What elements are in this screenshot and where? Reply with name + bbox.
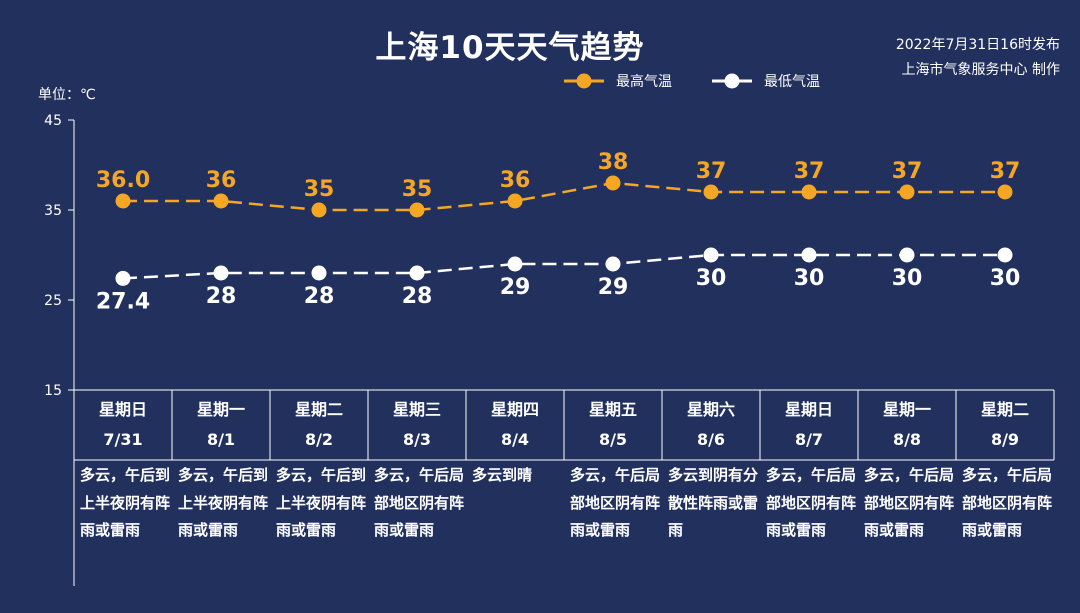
date-label: 8/5 — [598, 430, 628, 449]
high-temp-data-label: 37 — [794, 159, 825, 184]
day-header: 星期二 8/9 — [956, 390, 1054, 460]
legend-high: 最高气温 — [562, 71, 672, 91]
unit-label: 单位：℃ — [38, 87, 96, 103]
day-header: 星期二 8/2 — [270, 390, 368, 460]
high-temp-point — [311, 202, 327, 218]
day-header: 星期六 8/6 — [662, 390, 760, 460]
low-temp-data-label: 30 — [696, 266, 727, 291]
low-temp-data-label: 27.4 — [96, 289, 150, 314]
low-temp-point — [115, 270, 131, 286]
high-temp-line — [123, 181, 1005, 212]
low-temp-data-label: 29 — [500, 275, 531, 300]
low-temp-data-label: 30 — [990, 266, 1021, 291]
weekday-label: 星期三 — [392, 400, 441, 419]
high-temp-data-label: 38 — [598, 150, 629, 175]
weather-description: 多云，午后局部地区阴有阵雨或雷雨 — [374, 466, 465, 539]
low-temp-data-label: 29 — [598, 275, 629, 300]
high-temp-point — [409, 202, 425, 218]
high-temp-data-label: 35 — [304, 177, 335, 202]
publisher: 上海市气象服务中心 制作 — [901, 62, 1060, 78]
weekday-label: 星期日 — [98, 400, 147, 419]
weekday-label: 星期二 — [980, 400, 1029, 419]
high-temp-data-label: 36 — [206, 168, 237, 193]
low-temp-data-label: 28 — [206, 284, 237, 309]
weather-description: 多云到阴有分散性阵雨或雷雨 — [668, 466, 759, 539]
day-header: 星期三 8/3 — [368, 390, 466, 460]
low-temp-point — [605, 256, 621, 272]
weekday-label: 星期日 — [784, 400, 833, 419]
weekday-label: 星期一 — [882, 400, 931, 419]
legend-high-marker — [564, 73, 604, 89]
y-tick-label: 25 — [44, 293, 62, 309]
day-header: 星期日 8/7 — [760, 390, 858, 460]
y-tick-label: 45 — [44, 113, 62, 129]
day-header: 星期一 8/1 — [172, 390, 270, 460]
date-label: 8/7 — [794, 430, 824, 449]
high-temp-data-label: 36.0 — [96, 168, 150, 193]
low-temp-point — [213, 265, 229, 281]
chart-title: 上海10天天气趋势 — [375, 30, 645, 66]
y-tick-label: 15 — [44, 383, 62, 399]
low-temp-point — [899, 247, 915, 263]
date-label: 8/1 — [206, 430, 236, 449]
high-temp-data-label: 35 — [402, 177, 433, 202]
low-temp-point — [311, 265, 327, 281]
high-temp-point — [899, 184, 915, 200]
low-temp-point — [703, 247, 719, 263]
weather-description: 多云，午后局部地区阴有阵雨或雷雨 — [766, 466, 857, 539]
weather-description: 多云，午后局部地区阴有阵雨或雷雨 — [864, 466, 955, 539]
date-label: 8/3 — [402, 430, 432, 449]
high-temp-point — [213, 193, 229, 209]
weekday-label: 星期六 — [686, 400, 735, 419]
weather-description: 多云，午后局部地区阴有阵雨或雷雨 — [962, 466, 1053, 539]
low-temp-data-label: 30 — [892, 266, 923, 291]
low-temp-data-label: 30 — [794, 266, 825, 291]
y-tick-label: 35 — [44, 203, 62, 219]
publish-info: 2022年7月31日16时发布 上海市气象服务中心 制作 — [896, 33, 1060, 83]
low-temp-point — [507, 256, 523, 272]
low-temp-data-label: 28 — [304, 284, 335, 309]
high-temp-data-label: 36 — [500, 168, 531, 193]
high-temp-data-label: 37 — [696, 159, 727, 184]
high-temp-data-label: 37 — [892, 159, 923, 184]
high-temp-data-label: 37 — [990, 159, 1021, 184]
low-temp-point — [801, 247, 817, 263]
weekday-label: 星期一 — [196, 400, 245, 419]
high-temp-point — [703, 184, 719, 200]
weekday-label: 星期四 — [490, 400, 539, 419]
high-temp-point — [801, 184, 817, 200]
publish-time: 2022年7月31日16时发布 — [895, 37, 1060, 53]
weather-description: 多云，午后局部地区阴有阵雨或雷雨 — [570, 466, 661, 539]
high-temp-point — [997, 184, 1013, 200]
weekday-label: 星期五 — [588, 400, 637, 419]
date-label: 8/2 — [304, 430, 334, 449]
day-header: 星期一 8/8 — [858, 390, 956, 460]
low-temp-line — [122, 253, 1005, 280]
weather-description: 多云，午后到上半夜阴有阵雨或雷雨 — [276, 466, 367, 539]
weather-description: 多云，午后到上半夜阴有阵雨或雷雨 — [80, 466, 171, 539]
date-label: 8/8 — [892, 430, 922, 449]
low-temp-data-label: 28 — [402, 284, 433, 309]
low-temp-point — [997, 247, 1013, 263]
low-temp-point — [409, 265, 425, 281]
weather-description: 多云，午后到上半夜阴有阵雨或雷雨 — [178, 466, 269, 539]
day-header: 星期四 8/4 — [466, 390, 564, 460]
day-header: 星期五 8/5 — [564, 390, 662, 460]
legend-low-label: 最低气温 — [764, 74, 820, 90]
date-label: 7/31 — [103, 430, 143, 449]
date-label: 8/6 — [696, 430, 726, 449]
date-label: 8/4 — [500, 430, 530, 449]
weekday-label: 星期二 — [294, 400, 343, 419]
day-header: 星期日 7/31 — [74, 390, 172, 460]
high-temp-point — [507, 193, 523, 209]
legend-low-marker — [712, 73, 752, 89]
date-label: 8/9 — [990, 430, 1020, 449]
high-temp-point — [115, 193, 131, 209]
legend-high-label: 最高气温 — [616, 74, 672, 90]
high-temp-point — [605, 175, 621, 191]
legend-low: 最低气温 — [710, 71, 820, 91]
weather-description: 多云到晴 — [472, 466, 533, 484]
